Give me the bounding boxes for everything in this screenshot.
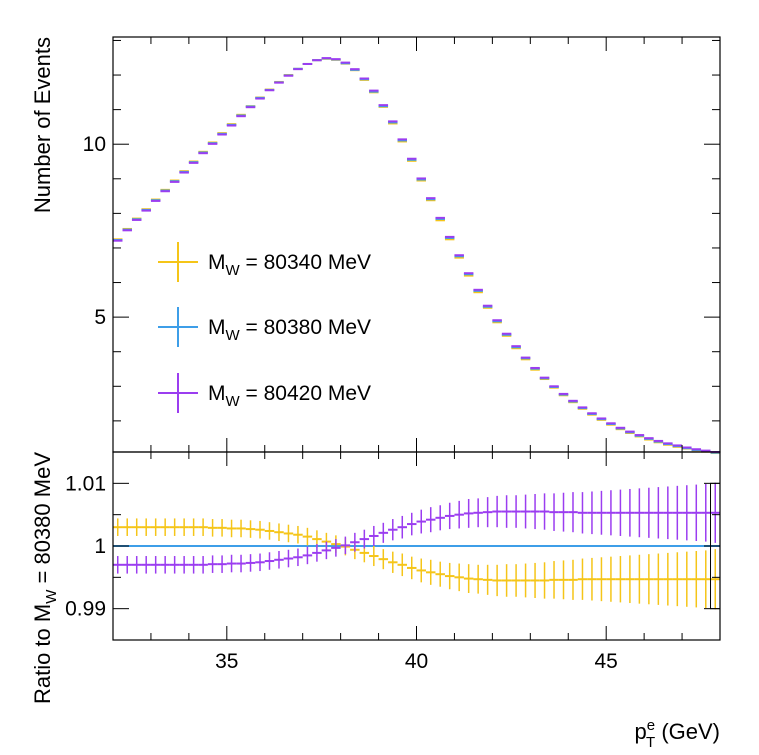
y-axis-label: Number of Events bbox=[30, 37, 55, 213]
ratio-series-group bbox=[113, 482, 720, 610]
x-tick-label: 40 bbox=[405, 650, 428, 673]
ratio-y-tick-label: 1.01 bbox=[65, 472, 106, 495]
y-tick-label: 5 bbox=[94, 306, 106, 329]
x-tick-label: 35 bbox=[215, 650, 238, 673]
top-frame bbox=[112, 36, 721, 453]
legend: MW = 80340 MeV MW = 80380 MeV MW = 80420 M… bbox=[158, 242, 371, 413]
legend-label: MW = 80380 MeV bbox=[208, 316, 371, 344]
x-axis-label: pe T (GeV) bbox=[634, 717, 720, 751]
main-histogram-panel bbox=[112, 36, 721, 455]
ratio-series-80340-MeV bbox=[113, 518, 720, 610]
x-tick-label: 45 bbox=[595, 650, 618, 673]
legend-entry: MW = 80380 MeV bbox=[158, 307, 371, 347]
ratio-y-tick-label: 1 bbox=[94, 535, 106, 558]
legend-entry: MW = 80340 MeV bbox=[158, 242, 371, 282]
ticks: 35 40 45 5 10 0.99 1 1.01 bbox=[65, 37, 721, 673]
axis-labels: Number of Events Ratio to MW = 80380 MeV p… bbox=[30, 37, 720, 751]
ratio-y-tick-label: 0.99 bbox=[65, 598, 106, 621]
series-80420-MeV bbox=[113, 57, 720, 453]
ratio-panel: 35 40 45 5 10 0.99 1 1.01 bbox=[65, 37, 721, 673]
legend-label: MW = 80340 MeV bbox=[208, 251, 371, 279]
ratio-series-80420-MeV bbox=[113, 482, 720, 574]
series-80380-MeV bbox=[113, 57, 720, 454]
y-tick-label: 10 bbox=[83, 133, 106, 156]
series-80340-MeV bbox=[113, 57, 720, 455]
ratio-y-axis-label: Ratio to MW = 80380 MeV bbox=[30, 452, 60, 704]
legend-entry: MW = 80420 MeV bbox=[158, 373, 371, 413]
legend-label: MW = 80420 MeV bbox=[208, 382, 371, 410]
